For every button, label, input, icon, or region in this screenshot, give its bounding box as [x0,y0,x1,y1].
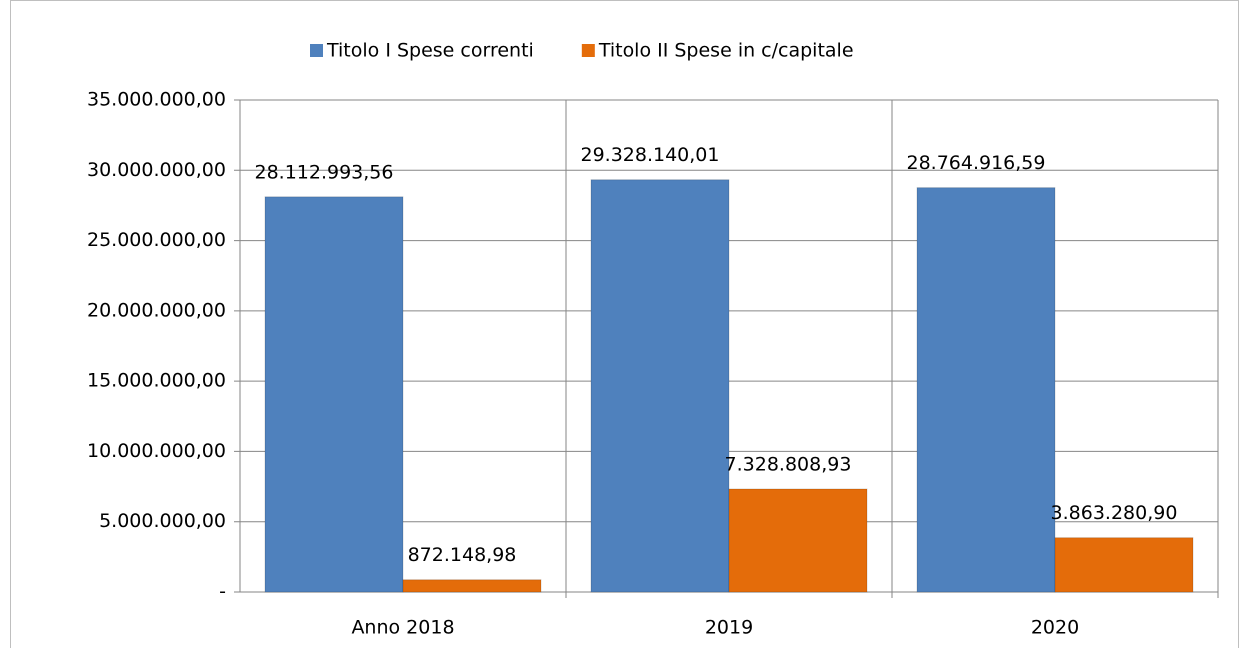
y-tick-label: 15.000.000,00 [87,370,226,392]
legend-swatch [310,44,323,57]
data-label: 29.328.140,01 [580,144,719,166]
data-label: 7.328.808,93 [725,453,852,475]
y-tick-label: 20.000.000,00 [87,299,226,321]
bar [916,187,1056,593]
y-tick-label: 10.000.000,00 [87,440,226,462]
legend-label: Titolo II Spese in c/capitale [598,40,854,62]
y-tick-label: 5.000.000,00 [99,510,226,532]
bar [1054,537,1194,593]
legend-label: Titolo I Spese correnti [326,40,534,62]
x-tick-label: 2020 [1031,617,1079,639]
data-label: 28.764.916,59 [906,152,1045,174]
bar [402,579,542,593]
y-tick-label: 30.000.000,00 [87,159,226,181]
legend-swatch [581,44,595,57]
data-label: 3.863.280,90 [1051,502,1178,524]
y-tick-label: - [219,581,226,603]
x-tick-label: Anno 2018 [351,617,454,639]
x-tick-label: 2019 [705,617,753,639]
y-tick-label: 25.000.000,00 [87,229,226,251]
y-tick-label: 35.000.000,00 [87,89,226,111]
bar [728,488,868,593]
data-label: 872.148,98 [408,544,517,566]
bar [264,196,404,593]
data-label: 28.112.993,56 [254,161,393,183]
bar [590,179,730,593]
